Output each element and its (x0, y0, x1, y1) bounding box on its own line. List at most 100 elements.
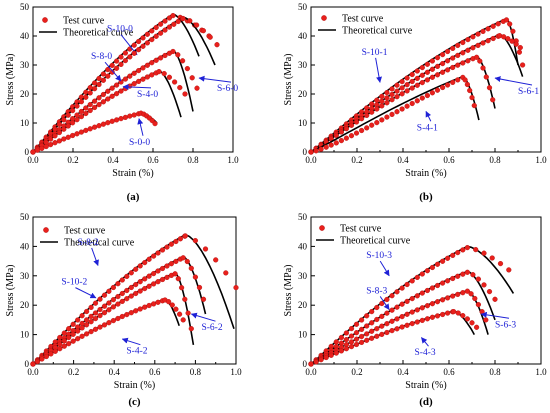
test-point (455, 62, 461, 68)
x-tick-label: 0.8 (489, 367, 501, 377)
test-point (184, 65, 191, 72)
test-point (70, 321, 76, 327)
y-tick-label: 40 (20, 31, 30, 41)
test-point (434, 72, 441, 78)
test-point (118, 88, 124, 94)
test-point (105, 73, 111, 79)
test-point (91, 104, 98, 111)
test-point (359, 339, 365, 346)
x-tick-label: 0.2 (68, 367, 79, 377)
test-point (177, 84, 183, 91)
y-axis-label: Stress (MPa) (5, 265, 16, 317)
test-point (469, 94, 475, 101)
test-point (394, 289, 400, 295)
x-tick-label: 0.4 (397, 367, 409, 377)
test-point (105, 66, 111, 73)
x-tick-label: 1.0 (535, 367, 547, 377)
test-point (460, 39, 466, 46)
test-point (414, 68, 420, 74)
test-point (91, 86, 98, 92)
x-tick-label: 0.2 (67, 155, 78, 165)
test-point (389, 318, 395, 324)
test-point (460, 50, 466, 56)
test-point (384, 310, 390, 316)
test-point (166, 24, 173, 30)
test-point (394, 82, 400, 88)
test-point (434, 282, 441, 289)
test-point (353, 119, 360, 125)
annotation-arrow (137, 118, 144, 136)
test-point (404, 75, 410, 81)
test-point (440, 311, 446, 318)
y-tick-label: 40 (298, 31, 308, 41)
test-point (175, 276, 181, 282)
test-point (52, 348, 58, 354)
test-point (113, 117, 120, 123)
test-point (83, 322, 90, 328)
legend-test-marker (42, 17, 48, 23)
test-point (109, 69, 115, 75)
test-point (74, 112, 80, 118)
test-point (419, 290, 425, 296)
test-point (343, 135, 350, 141)
annotation-arrow (379, 296, 390, 311)
test-point (159, 265, 166, 272)
test-point (133, 282, 139, 288)
series-annotation: S-6-3 (495, 320, 516, 330)
series-s-8-2: S-8-2 (30, 233, 239, 367)
test-point (105, 88, 111, 94)
test-point (180, 255, 186, 261)
test-point (194, 22, 200, 28)
test-point (404, 311, 410, 317)
test-point (338, 348, 345, 354)
test-point (399, 85, 405, 91)
test-point (109, 118, 115, 124)
test-point (429, 74, 436, 80)
test-point (409, 321, 415, 327)
test-point (399, 314, 405, 320)
test-point (180, 317, 186, 323)
legend-test-label: Test curve (63, 16, 105, 27)
test-point (364, 112, 370, 119)
x-tick-label: 0.0 (27, 367, 39, 377)
test-point (170, 48, 176, 55)
test-point (140, 65, 146, 71)
test-point (233, 285, 239, 291)
test-point (460, 60, 466, 66)
y-axis-label: Stress (MPa) (283, 54, 294, 106)
test-point (424, 287, 431, 294)
test-point (464, 245, 471, 251)
test-point (200, 28, 207, 34)
y-tick-label: 50 (20, 212, 30, 222)
annotation-arrow (425, 110, 432, 122)
test-point (509, 38, 515, 44)
legend-test-label: Test curve (340, 224, 382, 235)
test-point (171, 21, 177, 27)
series-annotation: S-6-2 (201, 323, 222, 333)
test-point (131, 42, 137, 48)
test-point (180, 15, 186, 22)
test-point (96, 101, 102, 108)
test-point (83, 127, 89, 133)
test-point (101, 303, 108, 309)
test-point (96, 81, 102, 88)
test-point (158, 30, 164, 36)
test-point (52, 140, 58, 146)
test-point (149, 72, 155, 78)
test-point (140, 76, 146, 82)
test-point (479, 309, 485, 315)
test-point (450, 64, 456, 71)
test-point (394, 94, 400, 100)
test-point (455, 310, 461, 316)
test-point (74, 131, 80, 137)
test-point (96, 123, 102, 129)
test-point (136, 67, 142, 74)
test-point (179, 285, 185, 291)
test-point (481, 250, 487, 256)
test-point (503, 17, 510, 23)
test-point (483, 74, 489, 80)
test-point (389, 293, 395, 299)
test-point (343, 337, 350, 343)
test-point (188, 265, 194, 271)
test-point (39, 356, 45, 362)
